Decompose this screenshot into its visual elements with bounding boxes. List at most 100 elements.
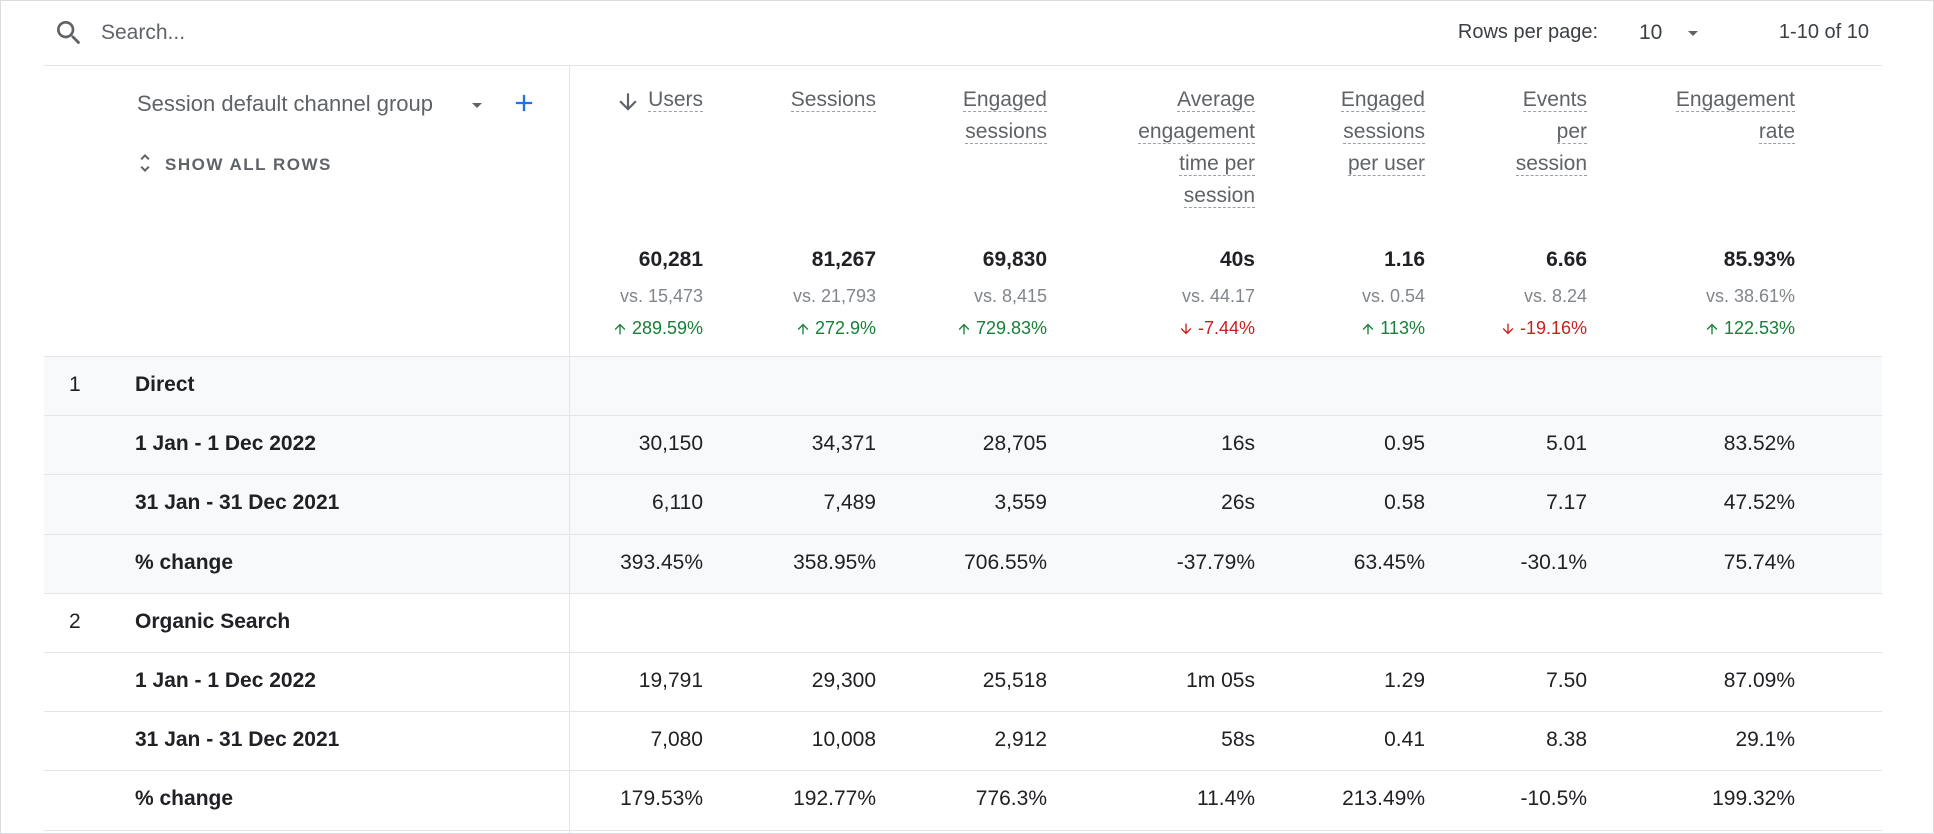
cell: 87.09% [1723, 669, 1795, 692]
cell: 28,705 [982, 432, 1047, 456]
column-change: 122.53% [1704, 318, 1795, 339]
column-header[interactable]: Sessions [790, 84, 876, 116]
column-header[interactable]: Engaged sessions per user [1340, 84, 1425, 180]
trend-up-icon [797, 323, 809, 334]
row-label: % change [135, 550, 234, 574]
row-divider [44, 711, 1882, 713]
column-label-line: per user [1341, 148, 1425, 180]
column-label-line: Engaged [962, 84, 1047, 116]
row-index: 1 [69, 373, 81, 396]
cell: 0.95 [1384, 432, 1425, 456]
trend-up-icon [1362, 323, 1374, 334]
column-compare: vs. 0.54 [1361, 286, 1425, 306]
search-input[interactable]: Search... [101, 21, 186, 44]
column-label: Average [1177, 88, 1255, 112]
column-total: 85.93% [1723, 248, 1795, 271]
column-header[interactable]: Events per session [1515, 84, 1587, 180]
cell: 393.45% [620, 550, 703, 574]
column-total: 69,830 [982, 248, 1047, 271]
column-compare: vs. 15,473 [619, 286, 703, 306]
change-value: 113% [1380, 318, 1425, 338]
column-label-line: Sessions [790, 84, 876, 116]
rows-dropdown-arrow[interactable] [1681, 21, 1705, 45]
dimension-selector[interactable]: Session default channel group [137, 91, 433, 116]
rows-per-page-label: Rows per page: [1457, 21, 1598, 43]
cell: -10.5% [1520, 787, 1587, 811]
row-label: 31 Jan - 31 Dec 2021 [135, 728, 340, 752]
cell: 776.3% [975, 787, 1047, 811]
column-label: session [1183, 184, 1255, 208]
row-divider [44, 770, 1882, 772]
page-range: 1-10 of 10 [1778, 21, 1869, 43]
column-label: Events [1522, 88, 1587, 112]
column-label-line: sessions [963, 116, 1047, 148]
cell: 179.53% [620, 787, 703, 811]
cell: 47.52% [1723, 491, 1795, 515]
search-icon[interactable] [53, 17, 85, 49]
trend-up-icon [958, 323, 970, 334]
cell: 3,559 [994, 491, 1047, 515]
column-label: time per [1179, 152, 1255, 176]
column-compare: vs. 44.17 [1181, 286, 1255, 306]
dimension-dropdown[interactable] [465, 93, 489, 117]
column-header[interactable]: Users [648, 84, 703, 116]
cell: 19,791 [638, 669, 703, 692]
column-label: Users [648, 88, 703, 112]
column-label-line: per [1516, 116, 1587, 148]
column-header[interactable]: Engaged sessions [962, 84, 1047, 148]
cell: 358.95% [793, 550, 876, 574]
cell: 213.49% [1342, 787, 1425, 811]
column-label: sessions [965, 120, 1047, 144]
row-name: Direct [135, 373, 195, 396]
column-label-line: Events [1516, 84, 1587, 116]
column-header[interactable]: Engagement rate [1675, 84, 1795, 148]
column-total: 81,267 [811, 248, 876, 271]
column-label: Engaged [962, 88, 1047, 112]
row-divider [44, 474, 1882, 476]
add-dimension[interactable] [510, 89, 538, 117]
cell: 10,008 [811, 728, 876, 752]
row-name: Organic Search [135, 609, 291, 633]
row-divider [44, 592, 1882, 594]
column-label: per [1556, 120, 1587, 144]
cell: 7,489 [823, 491, 876, 515]
column-label-line: session [1138, 180, 1255, 212]
cell: 83.52% [1723, 432, 1795, 456]
change-value: 729.83% [975, 318, 1047, 338]
column-header[interactable]: Average engagement time per session [1138, 84, 1255, 212]
cell: 58s [1221, 728, 1255, 752]
column-label-line: session [1515, 148, 1587, 180]
cell: 7.50 [1546, 669, 1587, 692]
cell: 25,518 [982, 669, 1047, 692]
row-divider [44, 415, 1882, 417]
cell: 11.4% [1197, 787, 1255, 811]
expand-icon[interactable] [133, 151, 157, 175]
column-compare: vs. 8,415 [973, 286, 1047, 306]
sort-arrow[interactable] [615, 89, 641, 115]
column-label: sessions [1343, 120, 1425, 144]
column-change: 272.9% [795, 318, 876, 339]
row-label: 1 Jan - 1 Dec 2022 [135, 669, 316, 692]
change-value: 289.59% [631, 318, 703, 338]
cell: 34,371 [811, 432, 876, 456]
cell: 16s [1221, 432, 1255, 456]
cell: 29,300 [811, 669, 876, 692]
cell: 30,150 [638, 432, 703, 456]
column-label-line: Average [1138, 84, 1255, 116]
change-value: 272.9% [814, 318, 876, 338]
column-divider [569, 65, 570, 833]
column-label-line: sessions [1341, 116, 1425, 148]
column-label: Engaged [1340, 88, 1425, 112]
cell: 7.17 [1546, 491, 1587, 515]
rows-per-page-select[interactable]: 10 [1639, 21, 1663, 44]
row-index: 2 [69, 609, 81, 633]
row-divider [44, 533, 1882, 535]
divider [44, 356, 1882, 357]
row-label: % change [135, 787, 234, 811]
cell: 26s [1221, 491, 1255, 515]
column-label-line: rate [1676, 116, 1795, 148]
show-all-rows[interactable]: SHOW ALL ROWS [165, 155, 332, 174]
column-change: 729.83% [956, 318, 1047, 339]
column-change: 113% [1360, 318, 1425, 339]
column-compare: vs. 8.24 [1523, 286, 1587, 306]
